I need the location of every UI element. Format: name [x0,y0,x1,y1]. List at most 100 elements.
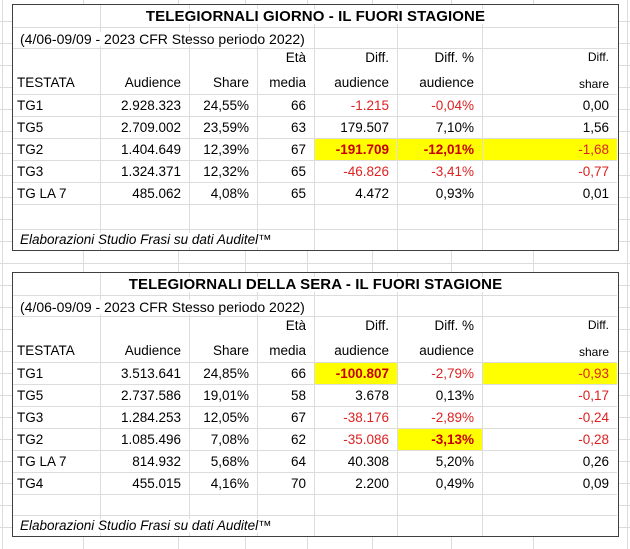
cell-diff-audience[interactable]: 4.472 [315,183,398,205]
cell-diff-share[interactable] [483,5,617,28]
cell-diff-pct-audience[interactable]: -12,01% [398,139,483,161]
cell-diff-audience[interactable]: -35.086 [315,429,398,451]
cell-diff-audience[interactable]: -1.215 [315,95,398,117]
cell-audience[interactable]: 1.284.253 [101,407,190,429]
cell-share[interactable]: 12,39% [190,139,258,161]
cell-diff-share[interactable]: -1,68 [483,139,617,161]
source-note[interactable]: Elaborazioni Studio Frasi su dati Audite… [15,233,277,247]
cell-testata[interactable] [13,273,101,296]
cell-eta-media[interactable]: 66 [258,95,315,117]
table-subtitle[interactable]: (4/06-09/09 - 2023 CFR Stesso periodo 20… [15,31,310,46]
table-title[interactable]: TELEGIORNALI GIORNO - IL FUORI STAGIONE [140,9,491,24]
cell-diff-share[interactable] [483,205,617,230]
cell-eta-media[interactable]: 70 [258,473,315,495]
cell-share[interactable] [190,495,258,516]
table-subtitle[interactable]: (4/06-09/09 - 2023 CFR Stesso periodo 20… [15,299,310,314]
header-eta-media[interactable]: Età media [258,49,315,95]
cell-diff-pct-audience[interactable]: -3,13% [398,429,483,451]
cell-diff-share[interactable]: -0,28 [483,429,617,451]
header-share[interactable]: Share [190,317,258,363]
cell-diff-pct-audience[interactable] [398,230,483,250]
cell-diff-pct-audience[interactable] [398,205,483,230]
cell-diff-share[interactable] [483,495,617,516]
cell-eta-media[interactable]: 63 [258,117,315,139]
cell-testata[interactable]: TG3 [13,161,101,183]
cell-eta-media[interactable]: 67 [258,139,315,161]
cell-audience[interactable]: 1.404.649 [101,139,190,161]
cell-audience[interactable]: 455.015 [101,473,190,495]
cell-testata[interactable]: TG LA 7 [13,183,101,205]
table-title[interactable]: TELEGIORNALI DELLA SERA - IL FUORI STAGI… [123,277,508,292]
cell-diff-pct-audience[interactable]: -3,41% [398,161,483,183]
cell-audience[interactable] [101,495,190,516]
cell-share[interactable]: 12,32% [190,161,258,183]
cell-audience[interactable]: 2.737.586 [101,385,190,407]
cell-share[interactable]: 19,01% [190,385,258,407]
cell-diff-pct-audience[interactable] [398,296,483,317]
cell-audience[interactable] [101,205,190,230]
cell-diff-audience[interactable] [315,28,398,49]
cell-diff-share[interactable]: -0,93 [483,363,617,385]
cell-diff-share[interactable]: 0,01 [483,183,617,205]
cell-share[interactable]: 4,08% [190,183,258,205]
cell-diff-pct-audience[interactable] [398,516,483,536]
header-share[interactable]: Share [190,49,258,95]
cell-diff-pct-audience[interactable]: -2,89% [398,407,483,429]
cell-audience[interactable]: 2.928.323 [101,95,190,117]
cell-testata[interactable] [13,495,101,516]
cell-diff-audience[interactable] [315,495,398,516]
cell-share[interactable]: 7,08% [190,429,258,451]
header-audience[interactable]: Audience [101,317,190,363]
source-note[interactable]: Elaborazioni Studio Frasi su dati Audite… [15,519,277,533]
cell-diff-share[interactable]: -0,17 [483,385,617,407]
cell-diff-audience[interactable] [315,205,398,230]
cell-testata[interactable]: TG5 [13,385,101,407]
cell-eta-media[interactable]: 66 [258,363,315,385]
header-testata[interactable]: TESTATA [13,49,101,95]
cell-share[interactable]: 4,16% [190,473,258,495]
cell-share[interactable] [190,205,258,230]
cell-diff-audience[interactable]: -46.826 [315,161,398,183]
cell-testata[interactable]: TG LA 7 [13,451,101,473]
cell-audience[interactable]: 3.513.641 [101,363,190,385]
header-audience[interactable]: Audience [101,49,190,95]
cell-audience[interactable]: 1.085.496 [101,429,190,451]
cell-diff-share[interactable] [483,296,617,317]
header-diff-audience[interactable]: Diff. audience [315,49,398,95]
cell-diff-pct-audience[interactable] [398,495,483,516]
cell-eta-media[interactable]: 58 [258,385,315,407]
cell-eta-media[interactable] [258,296,315,317]
cell-eta-media[interactable]: 67 [258,407,315,429]
cell-testata[interactable]: TG2 [13,139,101,161]
cell-audience[interactable]: 485.062 [101,183,190,205]
header-diff-share[interactable]: Diff. share [483,49,617,95]
cell-diff-audience[interactable]: 40.308 [315,451,398,473]
cell-diff-audience[interactable]: 2.200 [315,473,398,495]
cell-testata[interactable]: TG1 [13,95,101,117]
header-eta-media[interactable]: Età media [258,317,315,363]
cell-diff-pct-audience[interactable]: -0,04% [398,95,483,117]
cell-diff-pct-audience[interactable] [398,28,483,49]
cell-eta-media[interactable] [258,28,315,49]
cell-testata[interactable]: TG1 [13,363,101,385]
cell-share[interactable]: 5,68% [190,451,258,473]
cell-eta-media[interactable]: 64 [258,451,315,473]
header-diff-pct-audience[interactable]: Diff. % audience [398,317,483,363]
cell-eta-media[interactable] [258,205,315,230]
cell-audience[interactable]: 814.932 [101,451,190,473]
cell-diff-audience[interactable] [315,516,398,536]
cell-eta-media[interactable]: 62 [258,429,315,451]
cell-testata[interactable] [13,5,101,28]
cell-diff-share[interactable]: -0,77 [483,161,617,183]
cell-testata[interactable] [13,205,101,230]
cell-diff-audience[interactable]: -38.176 [315,407,398,429]
cell-eta-media[interactable]: 65 [258,183,315,205]
cell-diff-audience[interactable] [315,296,398,317]
cell-testata[interactable]: TG3 [13,407,101,429]
cell-diff-audience[interactable]: 179.507 [315,117,398,139]
cell-testata[interactable]: TG5 [13,117,101,139]
cell-share[interactable]: 12,05% [190,407,258,429]
cell-diff-pct-audience[interactable]: 0,49% [398,473,483,495]
cell-share[interactable]: 24,85% [190,363,258,385]
cell-diff-share[interactable]: 0,26 [483,451,617,473]
